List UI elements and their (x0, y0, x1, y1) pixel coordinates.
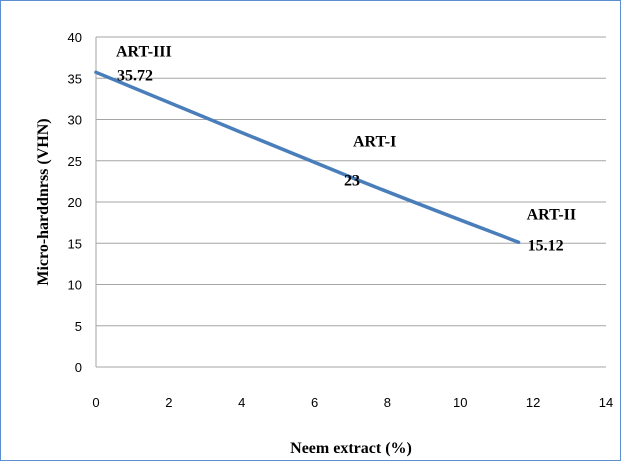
axes (95, 37, 606, 368)
x-tick-label: 2 (165, 395, 172, 410)
series-line-0 (94, 70, 521, 245)
x-tick-label: 6 (311, 395, 318, 410)
x-tick-labels: 0 2 4 6 8 10 12 14 (92, 395, 613, 410)
annotation-value-label: 23 (344, 172, 360, 189)
y-axis-title: Micro-harddnrss (VHN) (35, 118, 52, 285)
annotation-value-label: 35.72 (117, 67, 153, 84)
y-tick-label: 25 (68, 154, 82, 169)
x-axis-title: Neem extract (%) (290, 440, 412, 457)
annotation-group-label: ART-II (527, 206, 577, 223)
x-tick-label: 14 (599, 395, 613, 410)
y-tick-label: 35 (68, 71, 82, 86)
annotations: ART-III 35.72 ART-I 23 ART-II 15.12 (116, 43, 576, 254)
y-tick-label: 40 (68, 30, 82, 45)
x-tick-label: 4 (238, 395, 245, 410)
x-tick-label: 8 (384, 395, 391, 410)
y-tick-label: 30 (68, 113, 82, 128)
annotation-group-label: ART-III (116, 43, 172, 60)
y-tick-label: 20 (68, 195, 82, 210)
y-tick-label: 15 (68, 236, 82, 251)
annotation-value-label: 15.12 (528, 237, 564, 254)
gridlines (96, 36, 606, 327)
x-tick-label: 0 (92, 395, 99, 410)
series (94, 70, 521, 245)
x-tick-label: 10 (453, 395, 467, 410)
y-tick-labels: 0 5 10 15 20 25 30 35 40 (68, 30, 82, 375)
y-tick-label: 10 (68, 278, 82, 293)
annotation-group-label: ART-I (353, 133, 396, 150)
y-tick-label: 5 (75, 319, 82, 334)
x-tick-label: 12 (526, 395, 540, 410)
y-tick-label: 0 (75, 360, 82, 375)
